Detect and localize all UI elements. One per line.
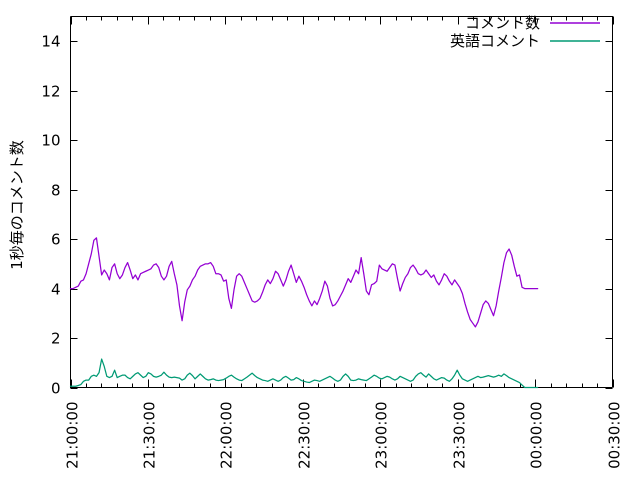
y-tick-label: 14 [41, 33, 60, 51]
series-line-comment-count [69, 237, 539, 328]
x-tick-label: 21:00:00 [64, 402, 82, 469]
x-tick-label: 23:00:00 [373, 402, 391, 469]
legend-label-comment-count: コメント数 [465, 14, 540, 32]
x-axis-ticks [70, 16, 615, 388]
x-tick-label: 00:30:00 [606, 402, 624, 469]
x-tick-label: 22:00:00 [218, 402, 236, 469]
x-tick-label: 00:00:00 [528, 402, 546, 469]
y-tick-label: 0 [51, 380, 61, 398]
x-tick-label: 23:30:00 [451, 402, 469, 469]
x-tick-label: 22:30:00 [296, 402, 314, 469]
legend: コメント数 英語コメント [450, 14, 600, 50]
y-axis-title: 1秒毎のコメント数 [8, 140, 26, 270]
series-line-english-comment [69, 358, 539, 389]
y-tick-label: 8 [51, 182, 61, 200]
axis-top-right-border [70, 15, 614, 388]
y-tick-label: 2 [51, 330, 61, 348]
y-tick-label: 4 [51, 281, 61, 299]
y-axis-tick-labels: 0 2 4 6 8 10 12 14 [41, 33, 60, 398]
y-tick-label: 6 [51, 231, 61, 249]
legend-label-english-comment: 英語コメント [450, 32, 540, 50]
x-axis-tick-labels: 21:00:00 21:30:00 22:00:00 22:30:00 23:00:00… [64, 402, 624, 469]
x-tick-label: 21:30:00 [141, 402, 159, 469]
y-tick-label: 12 [41, 83, 60, 101]
data-series-group [69, 237, 539, 389]
y-axis-ticks [70, 40, 613, 390]
y-tick-label: 10 [41, 132, 60, 150]
